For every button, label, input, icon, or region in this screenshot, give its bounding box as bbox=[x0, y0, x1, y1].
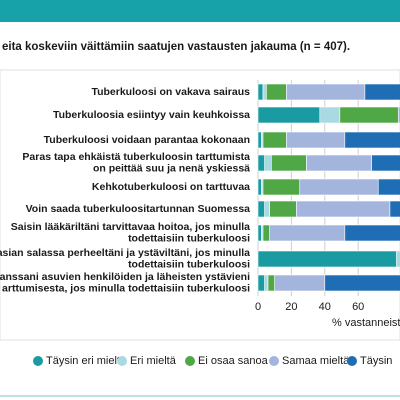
bar-segment bbox=[257, 274, 265, 292]
bar-segment bbox=[286, 131, 346, 149]
legend-marker bbox=[117, 356, 127, 366]
x-tick-label: 20 bbox=[285, 301, 297, 313]
bar-segment bbox=[319, 106, 341, 124]
bar-segment bbox=[257, 200, 265, 218]
x-tick-label: 60 bbox=[352, 301, 364, 313]
category-label: Tuberkuloosi voidaan parantaa kokonaan bbox=[44, 134, 250, 146]
bar-segment bbox=[257, 154, 265, 172]
bar-segment bbox=[257, 224, 262, 242]
bar-segment bbox=[262, 83, 267, 101]
bar-segment bbox=[269, 200, 297, 218]
legend-marker bbox=[347, 356, 357, 366]
x-axis-title: % vastanneist bbox=[332, 317, 400, 329]
bar-segment bbox=[371, 154, 400, 172]
x-tick-label: 40 bbox=[319, 301, 331, 313]
bar-segment bbox=[296, 200, 391, 218]
bar-segment bbox=[264, 274, 269, 292]
bar-segment bbox=[266, 83, 287, 101]
category-label: Saisin lääkäriltäni tarvittavaa hoitoa, … bbox=[11, 221, 250, 233]
legend-marker bbox=[33, 356, 43, 366]
bar-segment bbox=[257, 106, 321, 124]
bar-segment bbox=[257, 131, 262, 149]
bar-segment bbox=[377, 178, 400, 196]
bar-segment bbox=[397, 106, 400, 124]
category-label: Paras tapa ehkäistä tuberkuloosin tarttu… bbox=[22, 151, 250, 163]
bar-segment bbox=[267, 274, 275, 292]
category-label: todettaisiin tuberkuloosi bbox=[128, 259, 250, 271]
bar-segment bbox=[262, 178, 301, 196]
bar-segment bbox=[264, 154, 272, 172]
legend-label: Eri mieltä bbox=[130, 355, 177, 367]
bar-segment bbox=[271, 154, 307, 172]
bar-segment bbox=[344, 131, 400, 149]
bar-segment bbox=[262, 131, 287, 149]
bar-segment bbox=[269, 224, 346, 242]
bar-segment bbox=[339, 106, 399, 124]
legend-label: Samaa mieltä bbox=[282, 355, 350, 367]
bar-segment bbox=[364, 83, 400, 101]
bar-segment bbox=[396, 250, 400, 268]
category-label: Kehkotuberkuloosi on tarttuvaa bbox=[92, 181, 250, 193]
category-label: i kanssani asuvien henkilöiden ja läheis… bbox=[0, 271, 250, 283]
category-label: n asian salassa perheeltäni ja ystäviltä… bbox=[0, 247, 250, 259]
category-label: todettaisiin tuberkuloosi bbox=[128, 233, 250, 245]
bar-segment bbox=[389, 200, 400, 218]
header-bar bbox=[0, 0, 400, 22]
category-label: Tuberkuloosia esiintyy vain keuhkoissa bbox=[53, 109, 250, 121]
bar-segment bbox=[306, 154, 372, 172]
bar-segment bbox=[257, 83, 264, 101]
bar-segment bbox=[299, 178, 379, 196]
category-label: Tuberkuloosi on vakava sairaus bbox=[91, 86, 250, 98]
chart-subtitle: eita koskeviin väittämiin saatujen vasta… bbox=[2, 41, 350, 53]
bar-segment bbox=[344, 224, 400, 242]
bar-segment bbox=[264, 200, 270, 218]
bar-segment bbox=[257, 250, 397, 268]
category-label: on peittää suu ja nenä yskiessä bbox=[93, 163, 250, 175]
bar-segment bbox=[274, 274, 326, 292]
bar-segment bbox=[286, 83, 366, 101]
bar-segment bbox=[257, 178, 262, 196]
x-tick-label: 0 bbox=[255, 301, 261, 313]
bar-segment bbox=[262, 224, 270, 242]
legend-marker bbox=[185, 356, 195, 366]
bar-segment bbox=[324, 274, 400, 292]
legend-label: Ei osaa sanoa bbox=[198, 355, 269, 367]
category-label: Voin saada tuberkuloositartunnan Suomess… bbox=[26, 203, 251, 215]
legend-marker bbox=[269, 356, 279, 366]
legend-label: Täysin eri mieltä bbox=[46, 355, 127, 367]
legend-label: Täysin bbox=[360, 355, 392, 367]
category-label: arttumisesta, jos minulla todettaisiin t… bbox=[2, 283, 250, 295]
